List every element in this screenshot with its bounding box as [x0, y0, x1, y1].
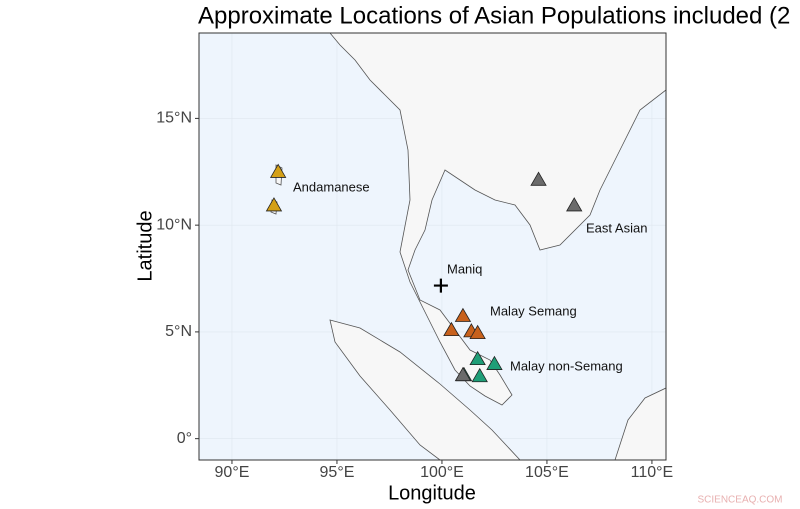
point-marker	[530, 171, 547, 186]
point-marker	[443, 321, 460, 337]
point-marker	[454, 307, 472, 322]
y-axis-label: Latitude	[134, 210, 156, 281]
point-marker	[433, 278, 448, 293]
y-tick-label: 10°N	[156, 216, 192, 233]
x-tick-label: 110°E	[631, 464, 674, 481]
point-marker	[471, 367, 488, 383]
group-label: East Asian	[586, 220, 647, 235]
watermark: SCIENCEAQ.COM	[697, 495, 782, 506]
landmasses	[270, 33, 666, 460]
x-tick-label: 100°E	[420, 464, 464, 481]
point-marker	[269, 163, 287, 178]
group-label: Andamanese	[293, 179, 370, 194]
point-marker	[469, 350, 486, 366]
point-marker	[265, 197, 283, 212]
y-tick-label: 15°N	[156, 110, 192, 127]
x-tick-label: 105°E	[525, 464, 569, 481]
y-tick-label: 0°	[177, 430, 192, 447]
x-axis-label: Longitude	[388, 482, 476, 504]
plot-border	[198, 32, 667, 461]
x-tick-label: 90°E	[215, 464, 250, 481]
point-marker	[454, 366, 472, 382]
point-marker	[566, 197, 583, 212]
group-label: Maniq	[447, 261, 482, 276]
chart-title: Approximate Locations of Asian Populatio…	[198, 2, 790, 29]
x-tick-label: 95°E	[320, 464, 355, 481]
group-label: Malay Semang	[490, 303, 577, 318]
point-marker	[486, 355, 503, 370]
group-label: Malay non-Semang	[510, 358, 623, 373]
y-tick-label: 5°N	[165, 323, 192, 340]
point-marker	[469, 324, 486, 340]
